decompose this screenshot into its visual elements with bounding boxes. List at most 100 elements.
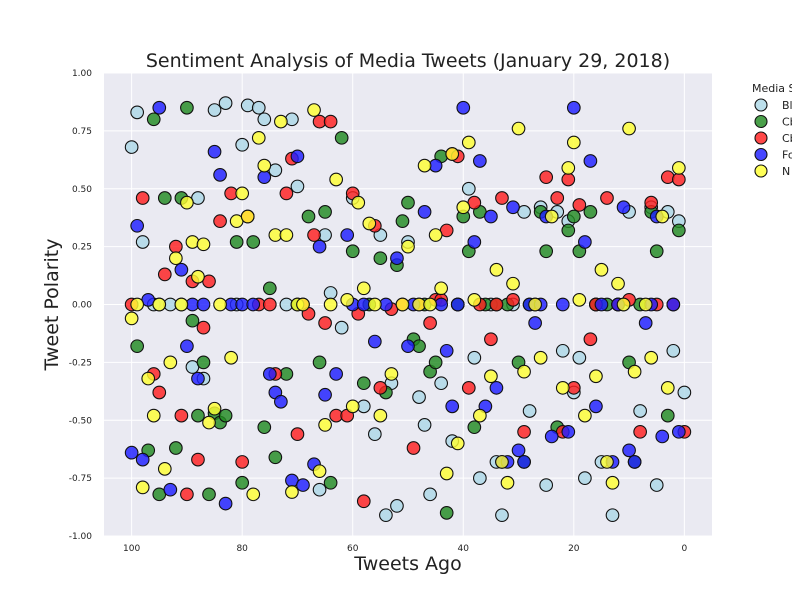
data-point	[174, 408, 189, 423]
y-tick-label: 0.75	[72, 127, 92, 137]
data-point	[489, 380, 504, 395]
data-point	[561, 172, 576, 187]
data-point	[367, 334, 382, 349]
data-point	[566, 135, 581, 150]
data-point	[423, 297, 437, 312]
data-point	[318, 387, 332, 402]
x-tick-label: 0	[681, 544, 687, 554]
data-point	[246, 297, 261, 312]
data-point	[323, 114, 338, 129]
y-tick-label: 0.25	[72, 243, 92, 253]
data-point	[356, 494, 371, 509]
data-point	[152, 100, 167, 115]
data-point	[329, 367, 343, 381]
data-point	[274, 394, 288, 409]
data-point	[528, 297, 542, 312]
data-point	[251, 130, 266, 145]
data-point	[406, 441, 421, 455]
data-point	[671, 161, 686, 175]
data-point	[379, 508, 393, 523]
data-point	[141, 371, 156, 386]
data-point	[307, 103, 321, 117]
data-point	[180, 100, 194, 115]
data-point	[495, 508, 509, 523]
data-point	[356, 376, 371, 391]
data-point	[312, 239, 327, 254]
data-point	[279, 228, 294, 242]
legend-marker	[754, 164, 768, 178]
data-point	[390, 251, 404, 266]
data-point	[583, 154, 598, 168]
data-point	[428, 228, 443, 242]
y-tick-label: 0.50	[72, 185, 92, 195]
data-point	[163, 355, 178, 370]
data-point	[649, 478, 664, 492]
data-point	[135, 480, 150, 495]
data-point	[660, 170, 675, 185]
data-point	[572, 350, 587, 365]
data-point	[202, 487, 216, 502]
data-point	[207, 103, 222, 117]
data-point	[345, 399, 360, 414]
x-axis-label: Tweets Ago	[353, 553, 461, 575]
data-point	[323, 297, 338, 312]
data-point	[218, 496, 233, 511]
data-point	[583, 332, 598, 347]
data-point	[660, 408, 675, 423]
data-point	[450, 436, 465, 451]
data-point	[262, 297, 277, 312]
data-point	[202, 415, 216, 430]
data-point	[130, 297, 145, 312]
data-point	[511, 443, 526, 458]
x-tick-label: 60	[347, 544, 359, 554]
data-point	[605, 508, 620, 523]
data-point	[522, 404, 537, 418]
data-point	[296, 478, 310, 492]
data-point	[660, 380, 675, 395]
data-point	[561, 161, 576, 175]
data-point	[439, 505, 454, 520]
data-point	[191, 408, 205, 423]
y-tick-label: 0.00	[72, 301, 92, 311]
data-point	[180, 339, 194, 354]
data-point	[169, 441, 183, 455]
data-point	[649, 244, 664, 259]
data-point	[124, 445, 139, 460]
data-point	[511, 121, 526, 136]
data-point	[473, 154, 487, 168]
data-point	[671, 223, 686, 238]
data-point	[594, 297, 609, 312]
data-point	[345, 244, 360, 259]
data-point	[600, 191, 614, 205]
data-point	[169, 239, 183, 254]
data-point	[506, 276, 520, 291]
data-point	[240, 209, 255, 224]
data-point	[285, 485, 299, 499]
data-point	[572, 293, 587, 307]
data-point	[506, 293, 520, 307]
data-point	[566, 209, 581, 224]
data-point	[589, 399, 603, 414]
data-point	[246, 235, 261, 249]
data-point	[213, 214, 227, 229]
data-point	[423, 316, 437, 330]
data-point	[124, 140, 139, 154]
data-point	[655, 429, 670, 444]
data-point	[473, 471, 487, 485]
data-point	[312, 464, 327, 479]
data-point	[229, 235, 244, 249]
data-point	[467, 235, 482, 249]
data-point	[334, 130, 349, 145]
data-point	[412, 390, 426, 404]
legend-marker	[754, 131, 768, 145]
data-point	[274, 114, 288, 129]
data-point	[484, 209, 498, 224]
legend-label: Fo	[782, 149, 792, 162]
x-tick-labels: 100 80 60 40 20 0	[123, 544, 687, 554]
data-point	[461, 135, 476, 150]
data-point	[666, 343, 681, 358]
series-4	[124, 103, 686, 502]
data-point	[135, 452, 150, 467]
data-point	[196, 355, 211, 370]
data-point	[124, 311, 139, 326]
